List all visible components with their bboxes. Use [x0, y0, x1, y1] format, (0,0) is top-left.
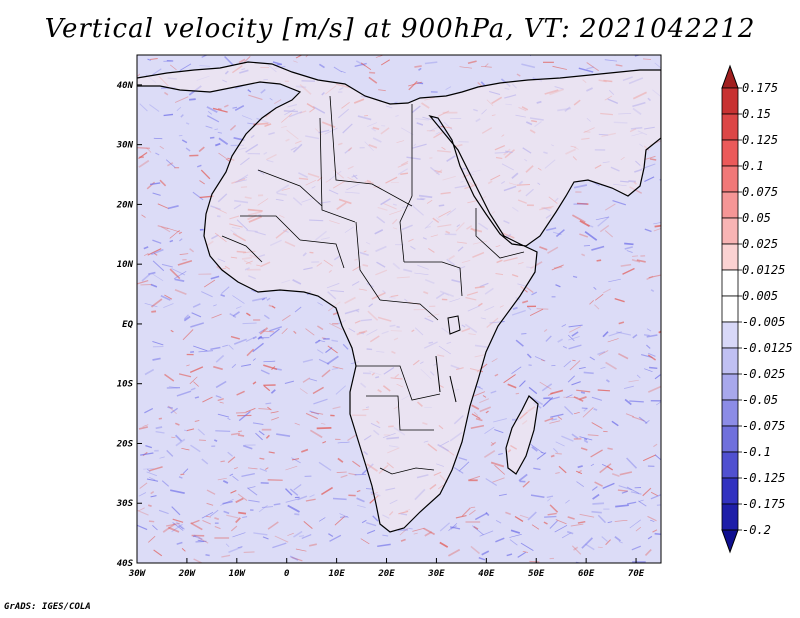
colorbar-label: -0.025 — [742, 367, 785, 381]
colorbar-swatch — [721, 399, 739, 427]
colorbar-swatch — [721, 165, 739, 193]
colorbar-label: -0.2 — [742, 523, 771, 537]
colorbar-swatch — [721, 477, 739, 505]
x-tick-label: 50E — [528, 569, 545, 579]
y-tick-label: 30S — [116, 499, 134, 509]
footer-credit: GrADS: IGES/COLA — [4, 602, 91, 612]
colorbar-min-arrow — [721, 529, 739, 554]
colorbar-label: -0.1 — [742, 445, 771, 459]
colorbar-label: -0.005 — [742, 315, 785, 329]
map-frame — [136, 54, 662, 564]
colorbar-label: -0.0125 — [742, 341, 793, 355]
colorbar-label: 0.05 — [742, 211, 771, 225]
colorbar-label: 0.125 — [742, 133, 778, 147]
y-axis: 40N 30N 20N 10N EQ 10S 20S 30S 40S — [116, 81, 142, 569]
colorbar-label: -0.075 — [742, 419, 785, 433]
x-tick-label: 20E — [377, 569, 395, 579]
colorbar-label: 0.15 — [742, 107, 771, 121]
colorbar-swatch — [721, 217, 739, 245]
colorbar-label: 0.025 — [742, 237, 778, 251]
y-tick-label: 40S — [117, 559, 134, 569]
x-tick-label: 60E — [578, 569, 595, 579]
colorbar-swatch — [721, 373, 739, 401]
y-tick-label: 10S — [117, 380, 134, 390]
y-tick-label: 20S — [116, 439, 134, 449]
y-tick-label: 20N — [116, 200, 134, 210]
colorbar-swatch — [721, 191, 739, 219]
lakes — [435, 315, 461, 403]
x-tick-label: 0 — [284, 569, 290, 579]
x-tick-label: 70E — [628, 569, 645, 579]
colorbar-swatch — [721, 295, 739, 323]
colorbar-label: 0.075 — [742, 185, 778, 199]
x-tick-label: 40E — [478, 569, 495, 579]
colorbar-label: -0.125 — [742, 471, 785, 485]
colorbar-label: 0.0125 — [742, 263, 785, 277]
y-tick-label: 30N — [116, 141, 134, 151]
y-tick-label: 40N — [117, 81, 134, 91]
colorbar-swatch — [721, 87, 739, 115]
colorbar-swatch — [721, 113, 739, 141]
colorbar-label: 0.175 — [742, 81, 778, 95]
x-tick-label: 30E — [427, 569, 445, 579]
madagascar-outline — [505, 395, 539, 475]
land-outline — [137, 61, 661, 533]
colorbar-swatch — [721, 347, 739, 375]
x-tick-label: 10E — [328, 569, 345, 579]
x-axis: 30W 20W 10W 0 10E 20E 30E 40E 50E 60E 70E — [128, 558, 645, 579]
x-tick-label: 30W — [128, 569, 147, 579]
colorbar-label: -0.05 — [742, 393, 778, 407]
colorbar-swatch — [721, 139, 739, 167]
colorbar-swatch — [721, 321, 739, 349]
colorbar-swatch — [721, 503, 739, 531]
x-tick-label: 20W — [178, 569, 197, 579]
colorbar-label: 0.005 — [742, 289, 778, 303]
colorbar-label: 0.1 — [742, 159, 764, 173]
colorbar-swatch — [721, 425, 739, 453]
colorbar-swatch — [721, 243, 739, 271]
chart-title: Vertical velocity [m/s] at 900hPa, VT: 2… — [44, 14, 756, 44]
colorbar-max-arrow — [721, 64, 739, 89]
country-borders — [221, 95, 525, 475]
colorbar-label: -0.175 — [742, 497, 785, 511]
colorbar: 0.175 0.15 0.125 0.1 0.075 0.05 0.025 0.0125 0.0… — [721, 64, 793, 554]
colorbar-swatch — [721, 451, 739, 479]
map-area — [137, 55, 661, 563]
x-tick-label: 10W — [229, 569, 247, 579]
y-tick-label: 10N — [117, 260, 134, 270]
y-tick-label: EQ — [122, 320, 133, 330]
colorbar-swatch — [721, 269, 739, 297]
